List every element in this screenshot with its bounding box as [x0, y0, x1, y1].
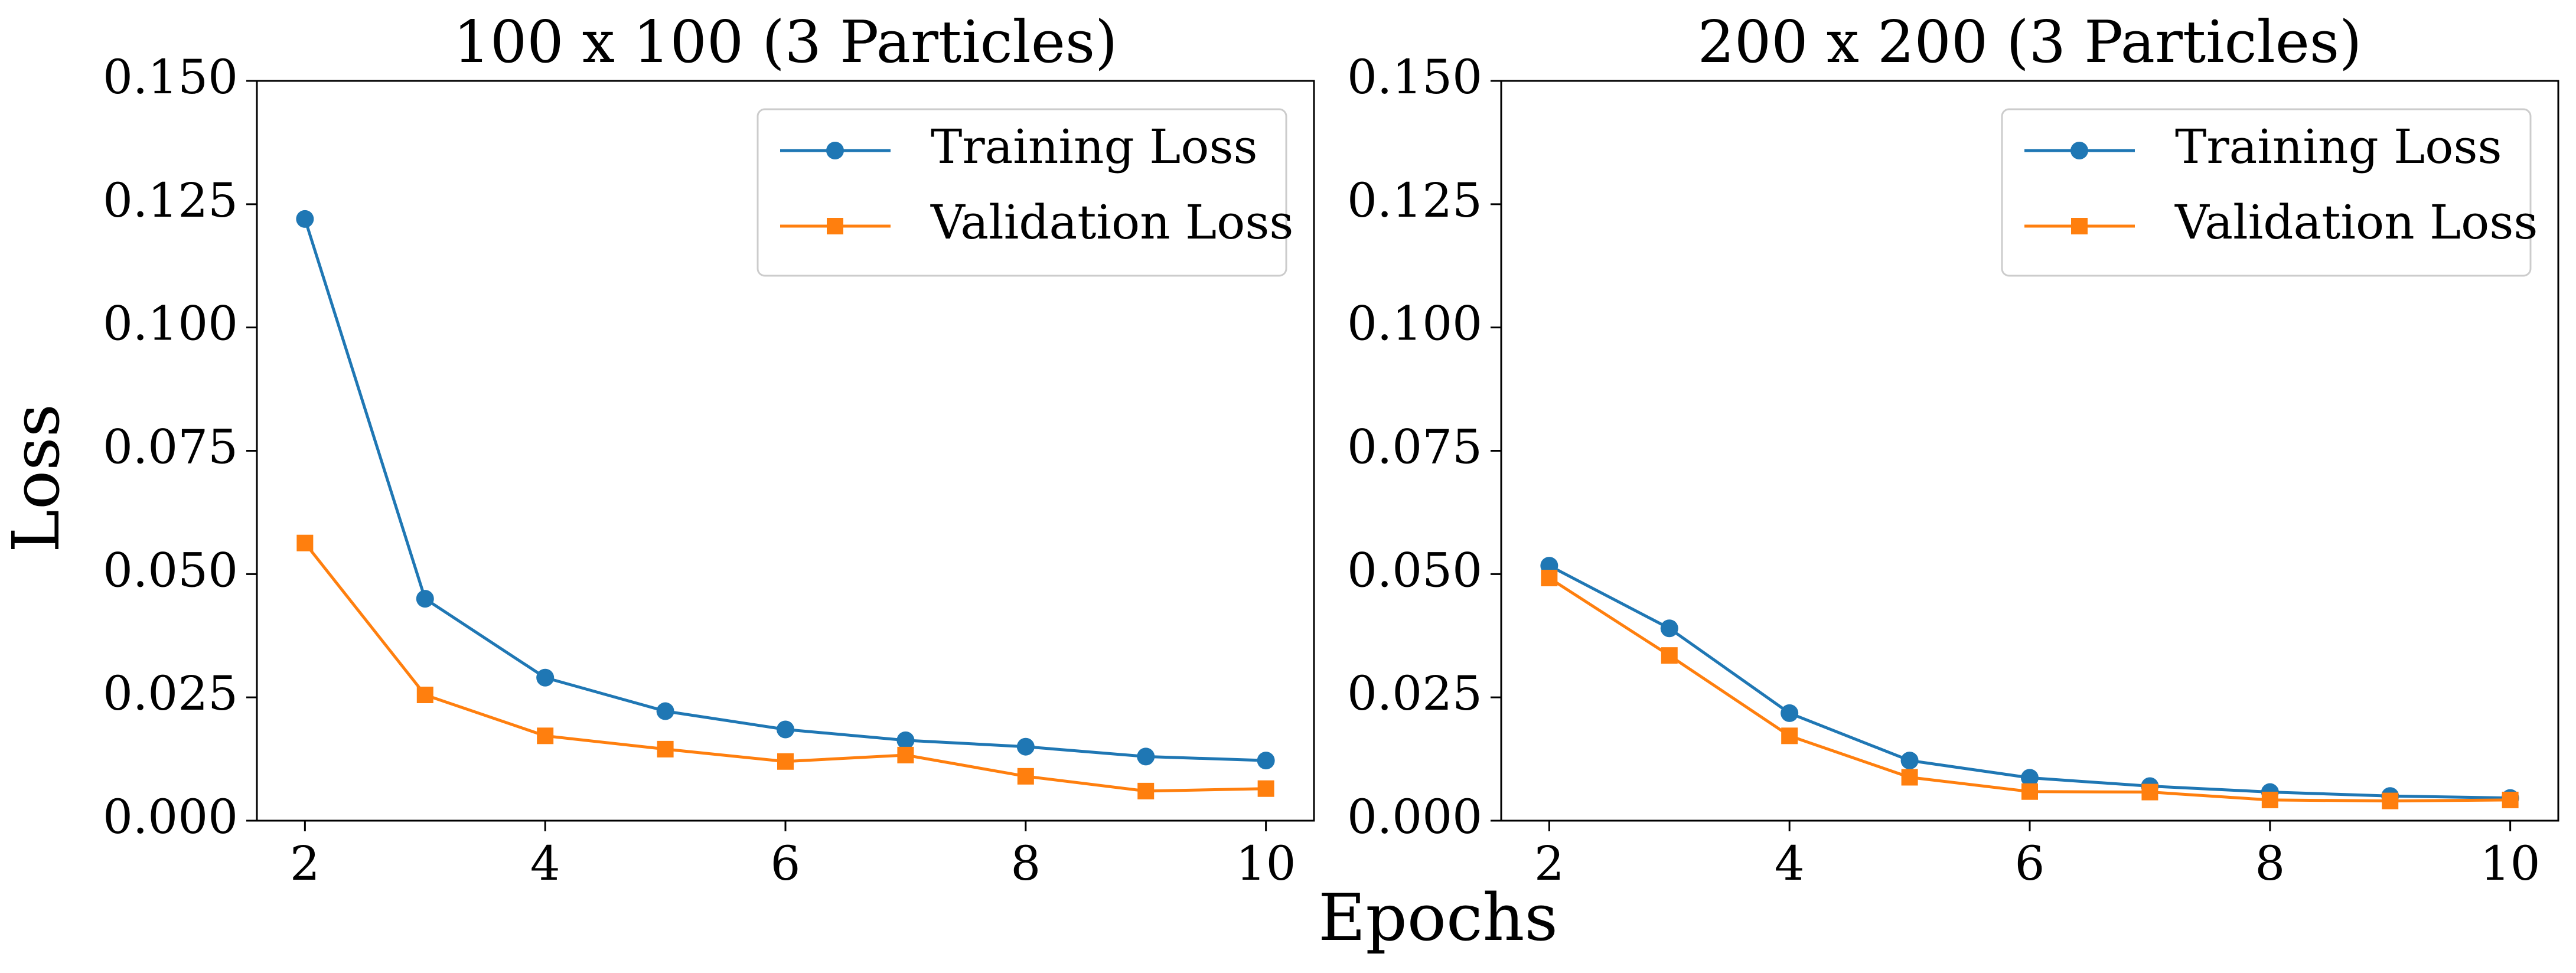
x-tick-label: 10 [1236, 836, 1296, 891]
validation-loss-point [537, 727, 554, 745]
chart-panel-2: 200 x 200 (3 Particles) 0.000 0.025 0.050 0.… [1347, 9, 2559, 891]
y-tick-label: 0.000 [103, 789, 238, 844]
x-tick-label: 8 [2255, 836, 2285, 891]
y-tick-label: 0.075 [103, 420, 238, 475]
legend: Training Loss Validation Loss [2001, 108, 2538, 277]
y-tick-label: 0.025 [1347, 666, 1482, 721]
y-tick-label: 0.050 [1347, 543, 1482, 597]
x-tick-label: 2 [1534, 836, 1564, 891]
y-tick-label: 0.150 [103, 50, 238, 105]
legend-marker [826, 142, 844, 159]
validation-loss-point [2502, 791, 2519, 808]
training-loss-point [1016, 737, 1035, 756]
validation-loss-point [1257, 780, 1274, 797]
validation-loss-point [2141, 783, 2158, 801]
training-loss-point [896, 731, 915, 749]
training-loss-point [777, 720, 794, 739]
training-loss-point [1781, 704, 1799, 722]
x-tick-label: 8 [1010, 836, 1041, 891]
validation-loss-point [1137, 782, 1155, 799]
validation-loss-point [1901, 769, 1918, 786]
x-tick-label: 6 [771, 836, 801, 891]
validation-loss-point [2021, 783, 2038, 800]
chart-panel-1: 100 x 100 (3 Particles) 0.000 0.025 0.050 0.… [103, 9, 1315, 891]
chart-title: 100 x 100 (3 Particles) [454, 9, 1118, 76]
legend: Training Loss Validation Loss [757, 108, 1293, 277]
validation-loss-point [1541, 570, 1558, 587]
validation-loss-point [416, 686, 433, 703]
x-tick-label: 2 [290, 836, 320, 891]
y-tick-label: 0.000 [1347, 789, 1482, 844]
figure-ylabel: Loss [0, 404, 74, 553]
legend-label: Training Loss [931, 119, 1258, 174]
x-tick-label: 4 [530, 836, 560, 891]
training-loss-point [1900, 752, 1919, 770]
y-tick-label: 0.125 [1347, 173, 1482, 228]
validation-loss-point [296, 534, 314, 551]
y-tick-label: 0.100 [103, 296, 238, 351]
validation-loss-point [1781, 727, 1798, 745]
training-loss-point [536, 668, 555, 687]
validation-loss-point [2261, 791, 2278, 808]
validation-loss-point [2382, 792, 2399, 809]
y-tick-label: 0.100 [1347, 296, 1482, 351]
x-tick-label: 6 [2015, 836, 2045, 891]
x-tick-label: 10 [2480, 836, 2541, 891]
validation-loss-point [1661, 647, 1678, 664]
legend-label: Validation Loss [2174, 195, 2538, 250]
legend-marker [2070, 142, 2088, 159]
figure-xlabel: Epochs [1318, 880, 1558, 955]
validation-loss-point [777, 753, 794, 770]
legend-marker [827, 218, 843, 234]
y-tick-label: 0.150 [1347, 50, 1482, 105]
training-loss-point [416, 590, 434, 608]
training-loss-point [2021, 769, 2039, 787]
y-tick-label: 0.075 [1347, 420, 1482, 475]
legend-label: Validation Loss [930, 195, 1293, 250]
legend-label: Training Loss [2175, 119, 2502, 174]
validation-loss-point [897, 746, 914, 763]
training-loss-point [1257, 752, 1275, 770]
y-tick-label: 0.050 [103, 543, 238, 597]
training-loss-point [296, 210, 314, 228]
chart-title: 200 x 200 (3 Particles) [1698, 9, 2362, 76]
y-tick-label: 0.125 [103, 173, 238, 228]
validation-loss-point [657, 740, 674, 757]
training-loss-point [1660, 619, 1678, 638]
validation-loss-point [1017, 768, 1034, 785]
x-tick-label: 4 [1775, 836, 1805, 891]
y-tick-label: 0.025 [103, 666, 238, 721]
legend-marker [2071, 218, 2088, 234]
training-loss-point [1137, 747, 1155, 766]
training-loss-point [656, 702, 674, 720]
